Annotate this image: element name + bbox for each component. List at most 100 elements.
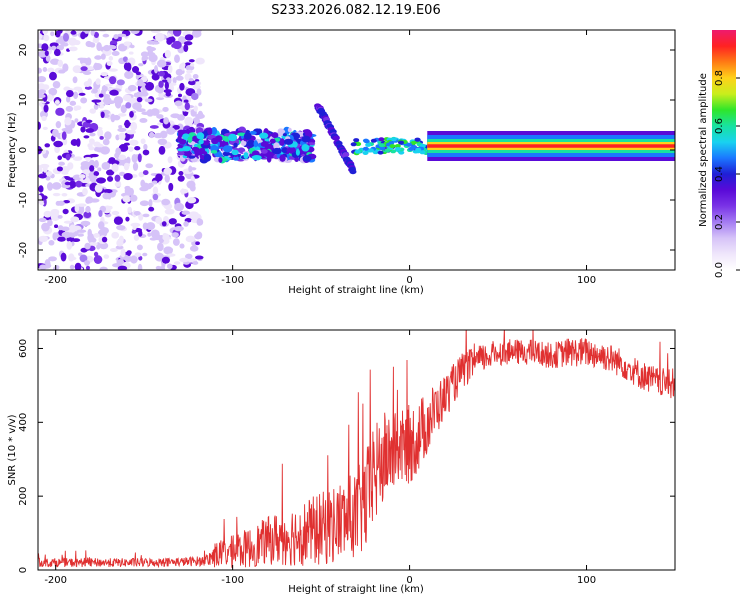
- spectrogram-noise-blob: [157, 242, 164, 252]
- spectrogram-settling-blob: [394, 143, 401, 148]
- spectrogram-noise-blob: [80, 66, 88, 72]
- spectrogram-noise-blob: [127, 84, 137, 92]
- spectrogram-band-blob: [282, 133, 287, 137]
- spectrogram-noise-blob: [181, 62, 186, 68]
- snr-panel: -200 -100 0 100 0 200 400 600 Height of straigh…: [7, 329, 676, 595]
- spectrogram-noise-blob: [169, 82, 177, 86]
- spectrogram-noise-blob: [156, 59, 167, 68]
- spectrogram-band-blob: [273, 142, 280, 150]
- spectrogram-noise-blob: [85, 40, 92, 47]
- colorbar-tick-label: 0.8: [714, 70, 725, 86]
- spectrogram-noise-blob: [125, 102, 132, 109]
- spectrogram-band-blob: [188, 155, 196, 159]
- spectrogram-noise-blob: [141, 57, 146, 62]
- spectrogram-noise-blob: [68, 37, 78, 46]
- spectrogram-noise-blob: [137, 153, 142, 163]
- spectrogram-noise-blob: [87, 228, 92, 238]
- spectrogram-band-blob: [237, 132, 246, 137]
- spectrogram-noise-blob: [146, 46, 157, 52]
- snr-xtick-label: -200: [44, 575, 67, 586]
- spectrogram-noise-blob: [183, 41, 193, 46]
- spectrogram-noise-blob: [69, 100, 77, 106]
- spectrogram-noise-blob: [50, 31, 55, 37]
- spectrogram-settling-blob: [408, 146, 415, 151]
- spectrogram-band-blob: [259, 132, 269, 139]
- spectrogram-noise-blob: [45, 171, 53, 177]
- spectrogram-settling-blob: [362, 150, 369, 155]
- spectrogram-noise-blob: [99, 242, 109, 250]
- spectrogram-noise-blob: [89, 138, 95, 145]
- spectrogram-noise-blob: [136, 82, 147, 87]
- spectrogram-noise-blob: [80, 97, 88, 104]
- spectrogram-noise-blob: [116, 79, 125, 86]
- spectrogram-settling-blob: [362, 146, 369, 151]
- spectrogram-noise-blob: [177, 93, 183, 98]
- colorbar-tick-label: 0.0: [714, 262, 725, 278]
- spectrogram-band-blob: [207, 127, 213, 136]
- spectrogram-noise-blob: [117, 113, 127, 117]
- colorbar-tick-label: 0.4: [714, 166, 725, 182]
- spectrogram-noise-blob: [55, 200, 61, 206]
- spectrogram-noise-blob: [53, 48, 61, 57]
- spectrogram-noise-blob: [162, 236, 172, 240]
- spectrogram-noise-blob: [85, 119, 93, 123]
- spectrogram-noise-blob: [149, 40, 156, 45]
- spectrogram-noise-blob: [114, 152, 120, 159]
- spectrogram-noise-blob: [113, 96, 124, 105]
- spectrogram-band-blob: [246, 139, 256, 148]
- spectrogram-band-blob: [281, 147, 288, 154]
- spectrogram-band-blob: [196, 132, 205, 140]
- spectrogram-noise-blob: [164, 107, 169, 112]
- spectrogram-noise-blob: [158, 80, 164, 88]
- spectrogram-band-blob: [232, 156, 240, 161]
- spectrogram-noise-blob: [93, 171, 100, 177]
- spectrogram-noise-blob: [44, 50, 49, 57]
- spectrogram-noise-blob: [58, 69, 66, 74]
- spectrogram-band-blob: [182, 146, 192, 152]
- spectrogram-band-blob: [187, 136, 193, 143]
- spectrogram-noise-blob: [132, 162, 139, 171]
- snr-ytick-label: 600: [18, 339, 29, 358]
- spectrogram-noise-blob: [193, 105, 198, 112]
- spectrogram-noise-blob: [174, 100, 183, 107]
- spectrogram-drift-blob: [332, 135, 340, 141]
- spectrogram-settling-blob: [398, 150, 405, 155]
- spectrogram-noise-blob: [80, 220, 91, 227]
- spectrogram-noise-blob: [164, 81, 169, 90]
- spectrogram-band-blob: [283, 138, 294, 145]
- spectrogram-noise-blob: [186, 180, 196, 189]
- spectrogram-noise-blob: [80, 31, 86, 40]
- spectrogram-settling-blob: [384, 148, 391, 153]
- spectrogram-noise-blob: [172, 124, 180, 130]
- spectrogram-noise-blob: [86, 57, 92, 66]
- spectrogram-noise-blob: [63, 32, 69, 42]
- spectrogram-noise-blob: [114, 174, 121, 182]
- spectrogram-noise-blob: [150, 229, 160, 239]
- spectrogram-settling-blob: [406, 142, 413, 147]
- spectrogram-noise-blob: [134, 252, 142, 258]
- spectrogram-noise-blob: [39, 202, 45, 206]
- spectrogram-noise-blob: [178, 171, 184, 176]
- spectrogram-xtick-label: 100: [577, 275, 596, 286]
- spectrogram-noise-blob: [180, 188, 189, 194]
- spectrogram-noise-blob: [124, 255, 133, 262]
- spectrogram-noise-blob: [65, 127, 73, 134]
- spectrogram-noise-blob: [164, 174, 170, 183]
- spectrogram-noise-blob: [54, 100, 60, 104]
- spectrogram-band-blob: [243, 132, 252, 140]
- spectrogram-band-blob: [301, 135, 311, 143]
- spectrogram-noise-blob: [83, 135, 90, 139]
- spectrogram-noise-blob: [82, 121, 91, 128]
- spectrogram-noise-blob: [103, 93, 111, 99]
- spectrogram-noise-blob: [60, 252, 67, 262]
- spectrogram-noise-blob: [97, 128, 104, 138]
- spectrogram-band-blob: [253, 140, 258, 148]
- spectrogram-noise-blob: [38, 94, 46, 99]
- spectrogram-noise-blob: [187, 196, 197, 204]
- spectrogram-noise-blob: [89, 108, 97, 114]
- spectrogram-noise-blob: [167, 156, 173, 164]
- spectrogram-noise-blob: [80, 126, 86, 133]
- spectrogram-band-blob: [222, 151, 231, 157]
- spectrogram-noise-blob: [190, 63, 195, 67]
- spectrogram-xtick-label: 0: [406, 275, 412, 286]
